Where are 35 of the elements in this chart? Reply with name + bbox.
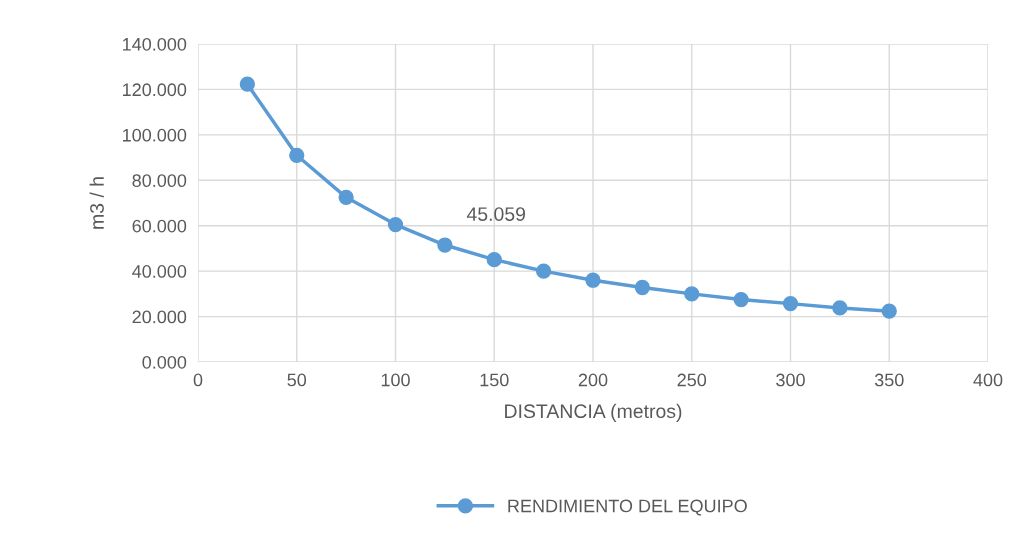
y-axis-title: m3 / h (89, 177, 104, 229)
point (239, 76, 256, 92)
y-tick-label: 80.000 (132, 174, 187, 188)
point (585, 272, 601, 288)
point (881, 303, 897, 319)
point (684, 286, 700, 302)
y-tick-label: 120.000 (123, 83, 187, 97)
x-tick-label: 200 (578, 373, 608, 387)
x-tick-label: 0 (193, 373, 203, 387)
point (289, 147, 305, 163)
y-tick-label: 0.000 (142, 355, 187, 369)
point (634, 279, 651, 296)
x-tick-label: 50 (287, 373, 307, 387)
point (782, 295, 799, 312)
x-tick-label: 300 (776, 373, 805, 387)
x-tick-label: 250 (677, 373, 707, 387)
point (535, 263, 552, 279)
x-tick-label: 100 (381, 373, 410, 387)
y-tick-label: 100.000 (123, 128, 187, 142)
annotation: 45.059 (466, 207, 526, 221)
y-tick-label: 20.000 (132, 310, 187, 324)
x-tick-label: 400 (973, 373, 1003, 387)
x-axis-title: DISTANCIA (metros) (505, 403, 682, 422)
point (437, 237, 453, 253)
x-tick-label: 350 (874, 373, 904, 387)
point (486, 252, 502, 268)
point (338, 189, 354, 205)
point (733, 291, 749, 308)
legend-label: RENDIMIENTO DEL EQUIPO (508, 499, 747, 516)
y-tick-label: 60.000 (132, 219, 187, 233)
point (832, 300, 848, 316)
y-tick-label: 40.000 (132, 265, 187, 278)
point (387, 216, 404, 233)
y-tick-label: 140.000 (123, 37, 187, 51)
x-tick-label: 150 (480, 373, 509, 387)
